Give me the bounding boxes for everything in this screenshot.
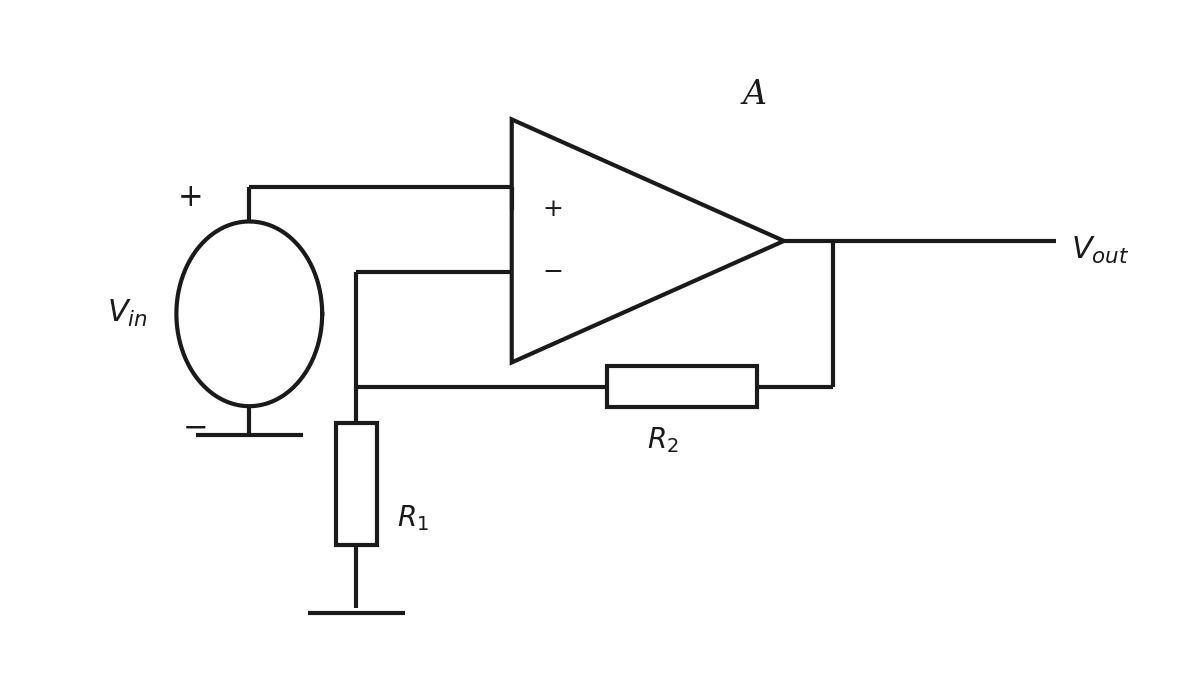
Text: $V_{in}$: $V_{in}$ — [107, 298, 149, 329]
Text: $R_2$: $R_2$ — [646, 425, 678, 455]
Text: −: − — [542, 261, 564, 283]
Text: $V_{out}$: $V_{out}$ — [1071, 235, 1129, 266]
Bar — [336, 423, 376, 545]
Text: $R_1$: $R_1$ — [397, 503, 429, 533]
Bar — [606, 366, 757, 407]
Text: −: − — [183, 412, 209, 443]
Text: A: A — [743, 79, 766, 111]
Text: +: + — [542, 198, 564, 222]
Text: +: + — [178, 182, 204, 213]
